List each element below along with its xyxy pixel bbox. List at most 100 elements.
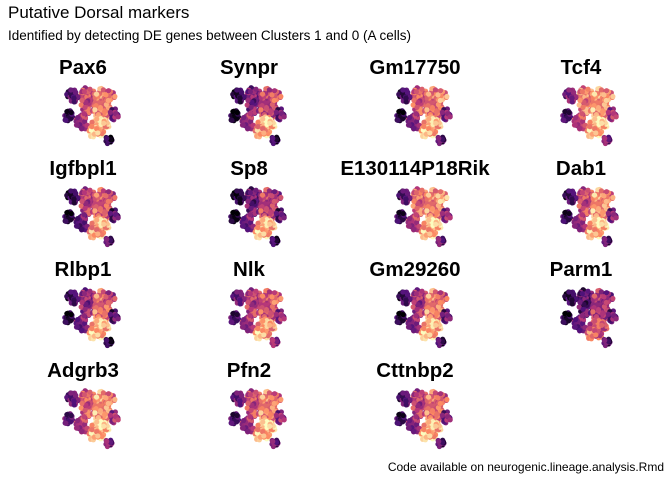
cell-point xyxy=(566,188,572,194)
cell-point xyxy=(74,215,81,222)
cell-point xyxy=(68,289,74,295)
cell-point xyxy=(273,109,279,115)
cell-point xyxy=(396,108,402,115)
cell-point xyxy=(270,337,276,343)
cell-point xyxy=(599,120,605,126)
cell-point xyxy=(101,322,107,328)
cell-point xyxy=(92,208,98,214)
cell-point xyxy=(240,324,246,330)
cell-point xyxy=(598,87,605,93)
cell-point xyxy=(87,86,93,92)
cell-point xyxy=(427,231,433,237)
cell-point xyxy=(258,107,264,113)
cell-point xyxy=(433,120,439,126)
cell-point xyxy=(263,206,270,212)
cell-point xyxy=(425,103,431,109)
cell-point xyxy=(81,313,87,319)
cell-point xyxy=(447,114,453,120)
panel-e130114p18rik: E130114P18Rik xyxy=(332,157,498,259)
cell-point xyxy=(82,205,88,211)
cell-point xyxy=(437,189,444,195)
cell-point xyxy=(613,215,619,221)
cell-point xyxy=(259,91,266,97)
embedding-plot xyxy=(560,186,619,248)
cell-point xyxy=(247,313,253,319)
cell-point xyxy=(595,206,602,212)
cell-point xyxy=(97,206,104,212)
cell-point xyxy=(603,88,610,94)
panel-title: Gm29260 xyxy=(369,258,461,281)
cell-point xyxy=(400,210,406,217)
cell-point xyxy=(585,86,591,92)
cell-point xyxy=(270,135,276,141)
cell-point xyxy=(580,104,586,110)
cell-point xyxy=(237,196,243,202)
cell-point xyxy=(413,291,419,297)
cell-point xyxy=(592,116,598,122)
cell-point xyxy=(411,198,417,204)
cell-point xyxy=(439,109,445,115)
cell-point xyxy=(79,97,85,103)
chart-title: Putative Dorsal markers xyxy=(8,3,190,22)
embedding-plot xyxy=(62,287,121,349)
cell-point xyxy=(89,220,95,226)
cell-point xyxy=(270,236,276,242)
cell-point xyxy=(406,223,412,229)
cell-point xyxy=(95,332,101,338)
cell-point xyxy=(74,122,80,128)
cell-point xyxy=(234,188,240,194)
cell-point xyxy=(591,192,598,198)
cell-point xyxy=(566,109,572,116)
cell-point xyxy=(271,97,277,104)
cell-point xyxy=(425,305,431,311)
cell-point xyxy=(591,204,597,210)
cell-point xyxy=(81,111,87,117)
cell-point xyxy=(266,289,273,295)
embedding-plot xyxy=(62,186,121,248)
cell-point xyxy=(93,293,100,299)
cell-point xyxy=(107,311,113,317)
cell-point xyxy=(105,299,111,306)
cell-point xyxy=(278,194,284,201)
cell-point xyxy=(593,130,599,136)
cell-point xyxy=(240,215,247,222)
cell-point xyxy=(579,111,585,117)
cell-point xyxy=(576,203,582,209)
cell-point xyxy=(94,116,100,122)
panel-synpr: Synpr xyxy=(166,56,332,158)
cell-point xyxy=(240,122,246,128)
cell-point xyxy=(74,316,81,323)
cell-point xyxy=(78,102,84,108)
cell-point xyxy=(266,188,273,194)
cell-point xyxy=(590,208,596,214)
cell-point xyxy=(403,95,409,101)
cell-point xyxy=(104,135,110,141)
cell-point xyxy=(95,231,101,237)
cell-point xyxy=(426,126,432,132)
cell-point xyxy=(255,321,261,327)
cell-point xyxy=(97,105,104,111)
cell-point xyxy=(261,332,267,338)
cell-point xyxy=(229,319,235,325)
cell-point xyxy=(237,297,243,303)
cell-point xyxy=(569,196,575,202)
cell-point xyxy=(263,105,270,111)
cell-point xyxy=(592,126,598,132)
cell-point xyxy=(414,104,420,110)
cell-point xyxy=(572,215,579,222)
cell-point xyxy=(269,92,275,98)
cell-point xyxy=(261,231,267,237)
embedding-plot xyxy=(228,85,287,147)
cell-point xyxy=(63,218,69,224)
cell-point xyxy=(82,104,88,110)
cell-point xyxy=(273,311,279,317)
cell-point xyxy=(249,200,255,206)
cell-point xyxy=(230,108,236,115)
cell-point xyxy=(240,223,246,229)
cell-point xyxy=(245,327,251,333)
cell-point xyxy=(271,290,278,296)
panel-tcf4: Tcf4 xyxy=(498,56,664,158)
cell-point xyxy=(234,210,240,217)
panel-title: Pax6 xyxy=(59,56,107,79)
cell-point xyxy=(79,299,85,305)
